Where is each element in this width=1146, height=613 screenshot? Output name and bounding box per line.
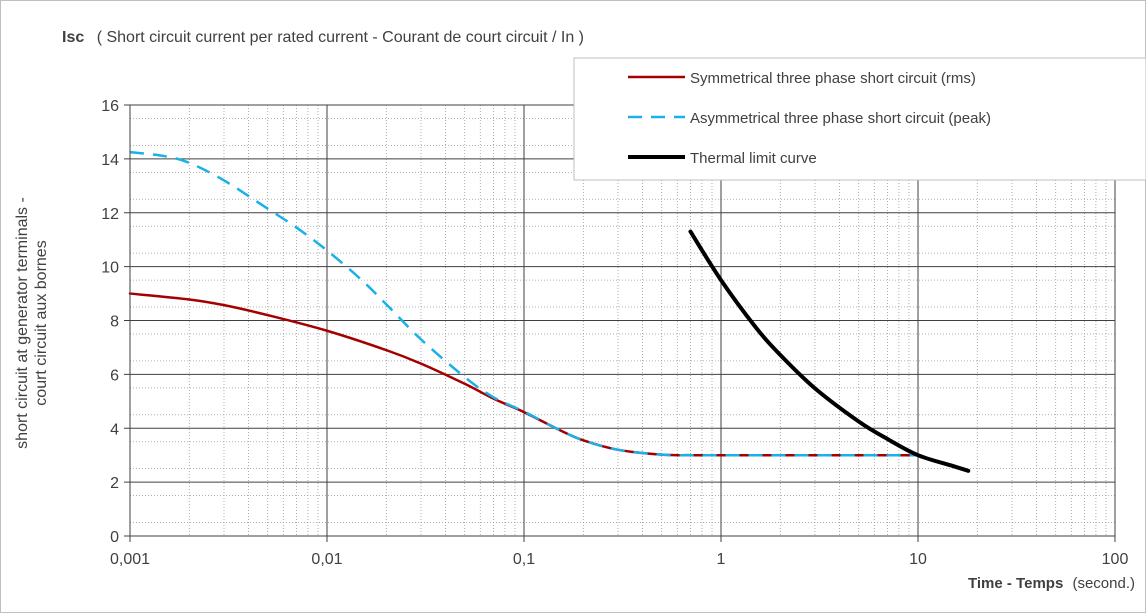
x-tick-label: 0,01	[311, 551, 342, 568]
legend: Symmetrical three phase short circuit (r…	[573, 57, 1146, 181]
y-axis-label-line2: court circuit aux bornes	[33, 240, 50, 405]
x-axis-label-bold: Time - Temps	[968, 575, 1063, 592]
chart-title-rest: ( Short circuit current per rated curren…	[97, 29, 584, 46]
x-tick-label: 1	[717, 551, 726, 568]
series-line-symmetrical-three-phase-short-circuit-rms	[128, 292, 920, 457]
y-tick-label: 10	[101, 260, 119, 277]
x-axis-label-rest: (second.)	[1072, 575, 1135, 592]
series-line-asymmetrical-three-phase-short-circuit-peak	[129, 150, 918, 457]
y-axis-label-line1: short circuit at generator terminals -	[14, 197, 31, 449]
legend-label-asymmetrical-three-phase-short-circuit-peak: Asymmetrical three phase short circuit (…	[690, 110, 991, 127]
x-tick-label: 10	[909, 551, 927, 568]
series-line-thermal-limit-curve	[688, 229, 971, 473]
y-tick-label: 8	[110, 314, 119, 331]
x-axis: 0,001 0,01 0,1 1 10 100	[110, 536, 1128, 568]
x-tick-label: 0,1	[513, 551, 535, 568]
legend-label-thermal-limit-curve: Thermal limit curve	[690, 150, 817, 167]
chart-title: Isc ( Short circuit current per rated cu…	[62, 29, 584, 46]
y-axis: 0 2 4 6 8 10 12 14 16	[101, 98, 130, 546]
x-axis-label: Time - Temps (second.)	[968, 575, 1135, 592]
x-tick-label: 100	[1102, 551, 1129, 568]
y-tick-label: 2	[110, 475, 119, 492]
legend-label-symmetrical-three-phase-short-circuit-rms: Symmetrical three phase short circuit (r…	[690, 70, 976, 87]
y-tick-label: 16	[101, 98, 119, 115]
chart-title-bold: Isc	[62, 29, 84, 46]
legend-box	[573, 57, 1146, 181]
series-layer	[128, 150, 971, 473]
y-tick-label: 14	[101, 152, 119, 169]
y-tick-label: 0	[110, 529, 119, 546]
y-tick-label: 12	[101, 206, 119, 223]
y-tick-label: 6	[110, 367, 119, 384]
y-tick-label: 4	[110, 421, 119, 438]
x-tick-label: 0,001	[110, 551, 150, 568]
